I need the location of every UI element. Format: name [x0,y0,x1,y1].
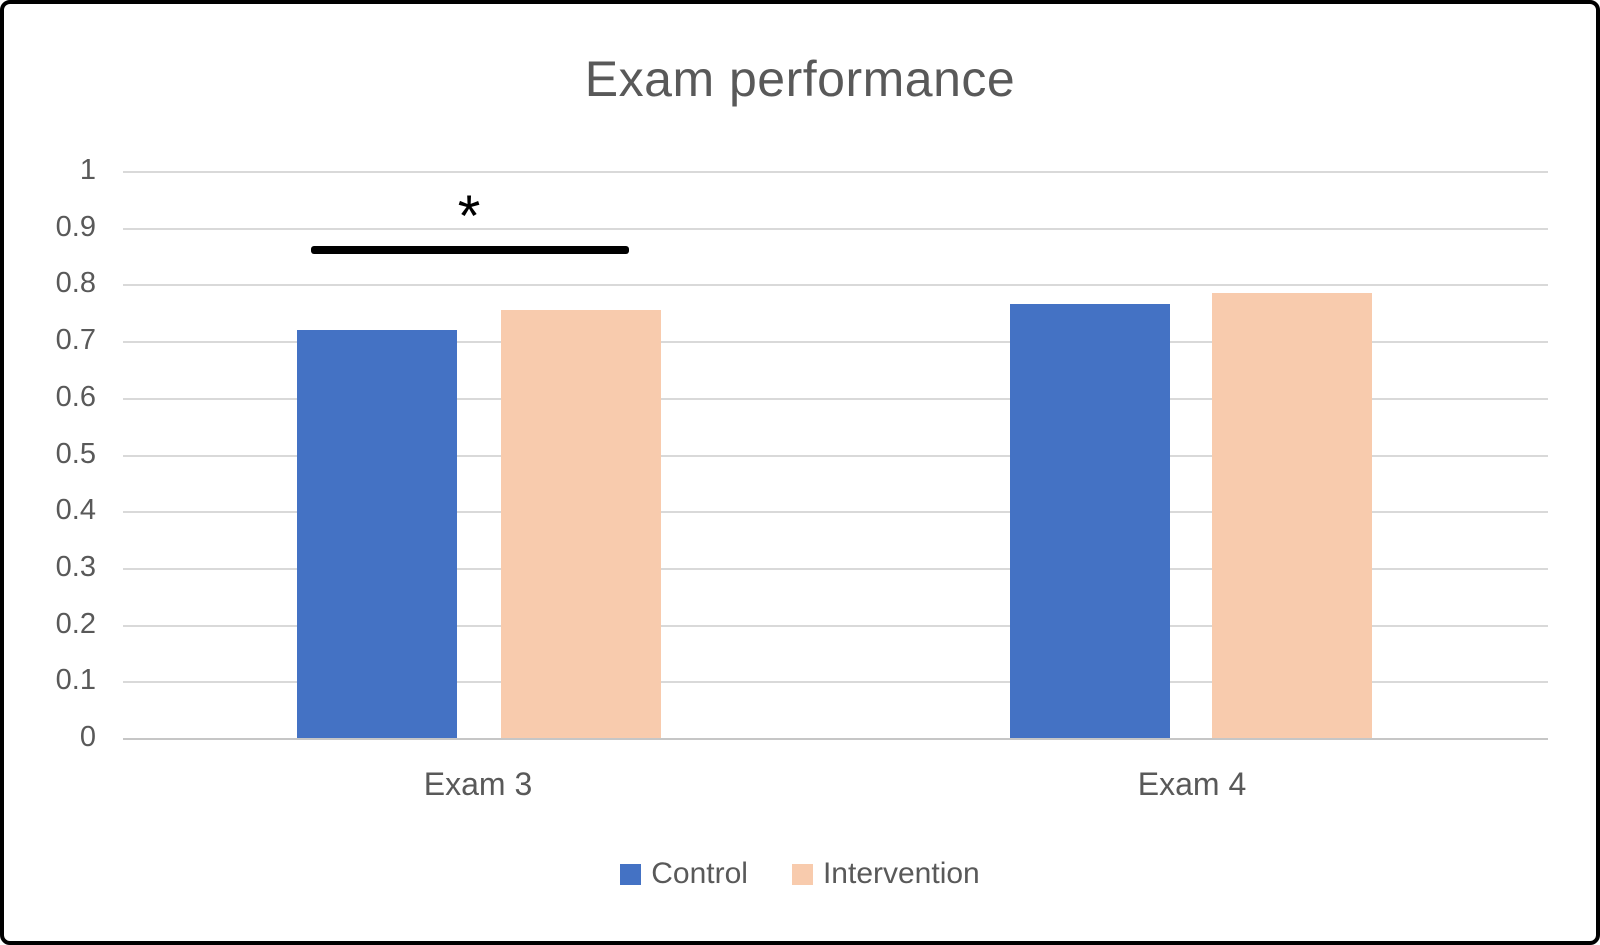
gridline [123,171,1548,173]
y-tick-label: 0.6 [55,380,96,413]
bar-intervention-exam4 [1212,293,1372,738]
gridline [123,341,1548,344]
y-tick-label: 0 [79,720,96,753]
legend-item-intervention: Intervention [791,857,980,890]
chart-title: Exam performance [584,51,1016,107]
legend-item-control: Control [620,859,748,889]
y-tick-label: 1 [79,153,96,186]
legend-swatch-intervention [791,863,813,885]
significance-asterisk: * [457,184,481,249]
y-tick-label: 0.2 [55,607,96,640]
gridline [123,681,1548,684]
gridline [123,397,1548,400]
gridline [123,567,1548,570]
legend-swatch-control [620,863,642,885]
legend-label-control: Control [651,857,748,890]
bar-control-exam4 [1010,304,1170,738]
y-tick-label: 0.5 [55,437,96,470]
gridline [123,284,1548,287]
bar-intervention-exam3 [501,310,661,738]
x-axis-baseline [123,738,1548,740]
gridline [123,227,1548,230]
gridline [123,454,1548,457]
y-tick-label: 0.3 [55,550,96,583]
legend: Control Intervention [4,859,1596,889]
x-axis-label-exam3: Exam 3 [423,766,533,802]
x-axis-label-exam4: Exam 4 [1137,766,1247,802]
gridline [123,511,1548,514]
gridline [123,624,1548,627]
y-tick-label: 0.4 [55,494,96,527]
y-tick-label: 0.8 [55,267,96,300]
bar-control-exam3 [297,330,457,738]
significance-bracket-line [311,246,629,254]
y-tick-label: 0.9 [55,210,96,243]
y-tick-label: 0.1 [55,664,96,697]
legend-label-intervention: Intervention [822,857,980,890]
y-tick-label: 0.7 [55,324,96,357]
